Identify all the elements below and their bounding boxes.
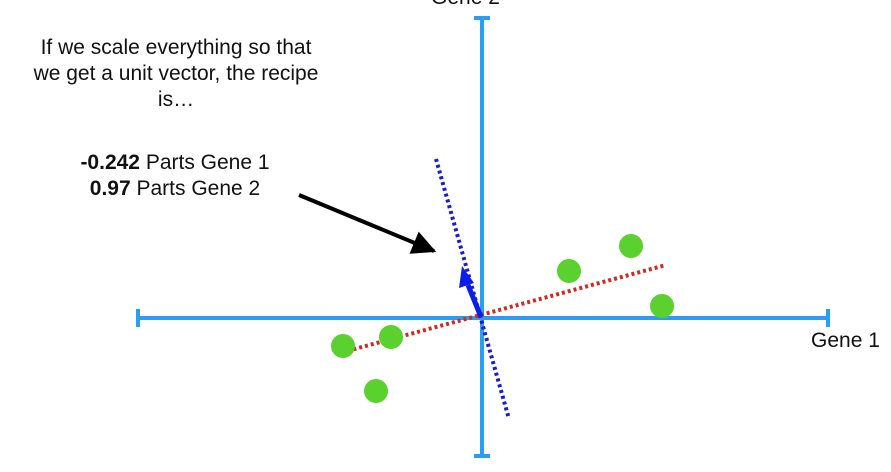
data-point [650, 294, 674, 318]
intro-text: If we scale everything so that we get a … [0, 35, 352, 113]
unit-vector-head [459, 266, 474, 288]
unit-vector-shaft [465, 284, 484, 318]
recipe-line-gene1: -0.242 Parts Gene 1 [40, 150, 310, 176]
intro-line: we get a unit vector, the recipe [33, 62, 319, 85]
recipe-gene2-label: Parts Gene 2 [130, 177, 261, 200]
intro-line: If we scale everything so that [40, 36, 312, 59]
recipe-line-gene2: 0.97 Parts Gene 2 [40, 176, 310, 202]
y-axis [474, 16, 490, 458]
x-axis-label: Gene 1 [811, 329, 880, 352]
recipe-gene1-label: Parts Gene 1 [139, 151, 270, 174]
intro-line: is… [157, 88, 195, 111]
data-point [619, 234, 643, 258]
y-axis-label: Gene 2 [431, 0, 500, 11]
data-point [379, 325, 403, 349]
data-points [331, 234, 674, 403]
recipe-text: -0.242 Parts Gene 1 0.97 Parts Gene 2 [40, 150, 310, 202]
data-point [331, 334, 355, 358]
pc2-dotted-line [434, 158, 511, 420]
data-point [557, 259, 581, 283]
data-point [364, 379, 388, 403]
pointer-arrow [298, 193, 437, 254]
recipe-gene2-value: 0.97 [89, 177, 131, 200]
recipe-gene1-value: -0.242 [80, 151, 140, 174]
unit-vector-arrow [459, 266, 484, 318]
